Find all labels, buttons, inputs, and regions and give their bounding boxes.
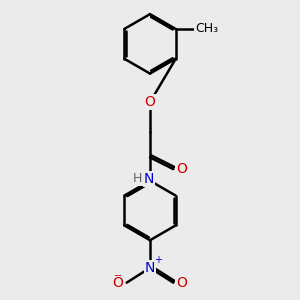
Text: O: O: [176, 276, 188, 290]
Text: N: N: [144, 172, 154, 186]
Text: O: O: [176, 162, 188, 176]
Text: N: N: [145, 261, 155, 275]
Text: −: −: [114, 271, 122, 281]
Text: O: O: [112, 276, 124, 290]
Text: CH₃: CH₃: [195, 22, 218, 35]
Text: H: H: [133, 172, 142, 185]
Text: +: +: [154, 255, 162, 266]
Text: O: O: [145, 95, 155, 109]
